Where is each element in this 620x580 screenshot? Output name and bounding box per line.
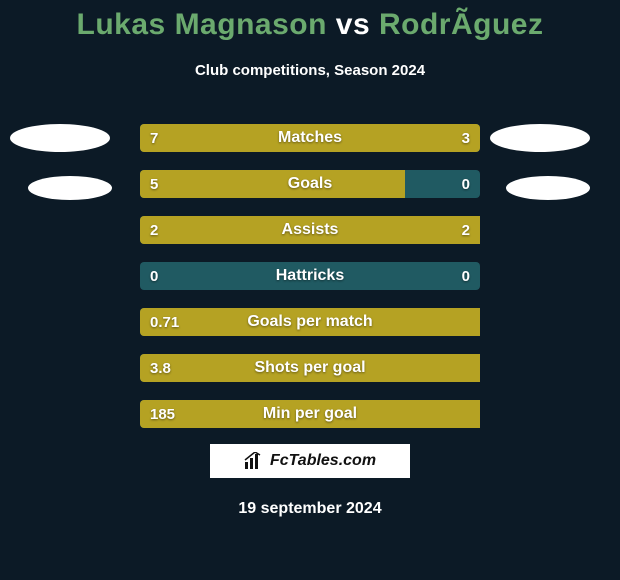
player-badge-left xyxy=(10,124,110,152)
stat-value-left: 5 xyxy=(150,170,158,198)
stat-value-right: 0 xyxy=(462,170,470,198)
stat-value-right: 0 xyxy=(462,262,470,290)
logo-text: FcTables.com xyxy=(270,452,376,470)
title-vs: vs xyxy=(327,8,379,41)
stat-value-right: 2 xyxy=(462,216,470,244)
title-player1: Lukas Magnason xyxy=(77,8,327,41)
stat-value-left: 7 xyxy=(150,124,158,152)
comparison-bars: Matches73Goals50Assists22Hattricks00Goal… xyxy=(140,124,480,446)
page-title: Lukas Magnason vs RodrÃ­guez xyxy=(0,8,620,42)
stat-label: Shots per goal xyxy=(140,354,480,382)
stat-row: Min per goal185 xyxy=(140,400,480,428)
stat-label: Hattricks xyxy=(140,262,480,290)
barchart-icon xyxy=(244,452,264,470)
stat-label: Matches xyxy=(140,124,480,152)
date-label: 19 september 2024 xyxy=(0,500,620,518)
player-badge-left xyxy=(28,176,112,200)
stat-label: Assists xyxy=(140,216,480,244)
stat-label: Goals per match xyxy=(140,308,480,336)
subtitle: Club competitions, Season 2024 xyxy=(0,62,620,79)
stat-value-left: 0.71 xyxy=(150,308,179,336)
stat-row: Goals per match0.71 xyxy=(140,308,480,336)
stat-label: Goals xyxy=(140,170,480,198)
stat-row: Hattricks0 0 xyxy=(140,262,480,290)
stat-row: Shots per goal3.8 xyxy=(140,354,480,382)
stat-value-left: 3.8 xyxy=(150,354,171,382)
stat-value-left: 2 xyxy=(150,216,158,244)
stat-value-right: 3 xyxy=(462,124,470,152)
player-badge-right xyxy=(490,124,590,152)
comparison-canvas: Lukas Magnason vs RodrÃ­guez Club compet… xyxy=(0,0,620,580)
stat-row: Assists2 2 xyxy=(140,216,480,244)
title-player2: RodrÃ­guez xyxy=(379,8,544,41)
stat-label: Min per goal xyxy=(140,400,480,428)
stat-row: Matches7 3 xyxy=(140,124,480,152)
logo-box: FcTables.com xyxy=(210,444,410,478)
stat-value-left: 0 xyxy=(150,262,158,290)
stat-value-left: 185 xyxy=(150,400,175,428)
stat-row: Goals5 0 xyxy=(140,170,480,198)
player-badge-right xyxy=(506,176,590,200)
